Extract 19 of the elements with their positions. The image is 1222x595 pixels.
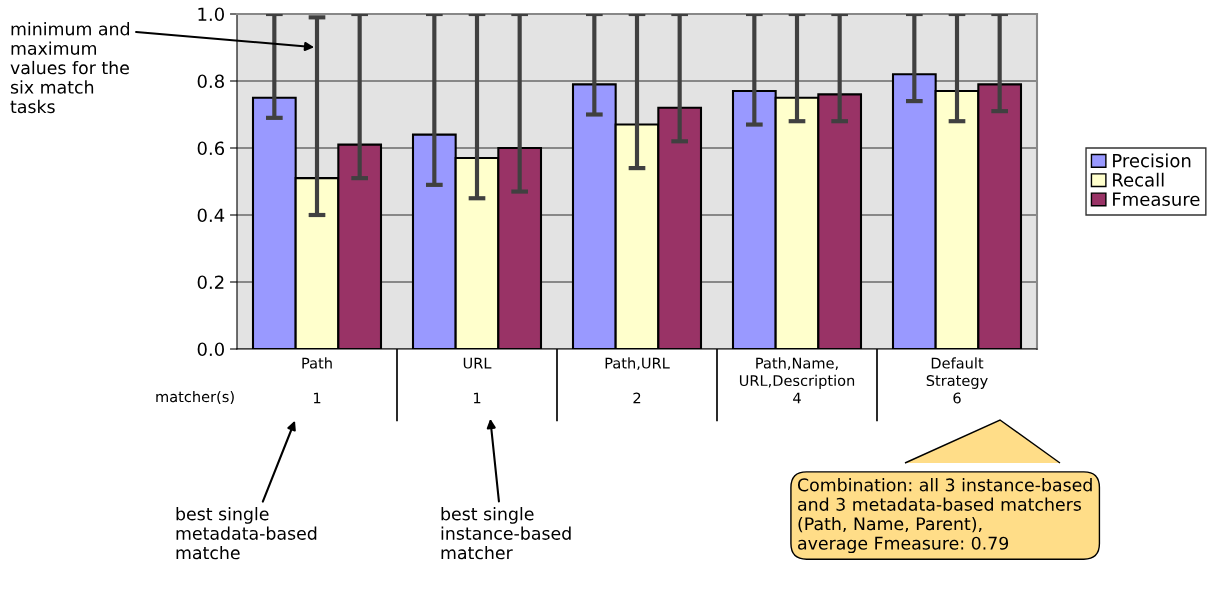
legend-label: Precision	[1113, 153, 1191, 168]
category-label: Path,URL 2	[605, 357, 670, 404]
y-tick-label: 0.0	[197, 342, 224, 357]
y-tick-label: 0.2	[197, 275, 224, 290]
annotation: minimum and maximum values for the six match tasks	[10, 22, 129, 114]
legend-label: Recall	[1113, 172, 1164, 187]
category-label: URL 1	[463, 357, 492, 404]
text: matcher(s)	[156, 390, 234, 404]
text: best single metadata-based matche	[176, 507, 317, 560]
text: best single instance-based matcher	[441, 507, 571, 560]
y-tick-label: 0.8	[197, 74, 224, 89]
x-tick-label: Path,Name, URL,Description 4	[739, 357, 855, 404]
legend-label: Fmeasure	[1113, 192, 1200, 207]
y-tick-label: 0.4	[197, 208, 225, 223]
category-label: Path 1	[302, 357, 332, 404]
y-tick-label: 0.6	[197, 141, 225, 156]
y-tick-label: 1.0	[198, 7, 224, 22]
x-tick-label: Default Strategy 6	[926, 357, 988, 404]
text: Combination: all 3 instance-based and 3 metadata-based matchers (Path, Name, Parent), average Fmeasure: 0.79	[797, 478, 1092, 554]
